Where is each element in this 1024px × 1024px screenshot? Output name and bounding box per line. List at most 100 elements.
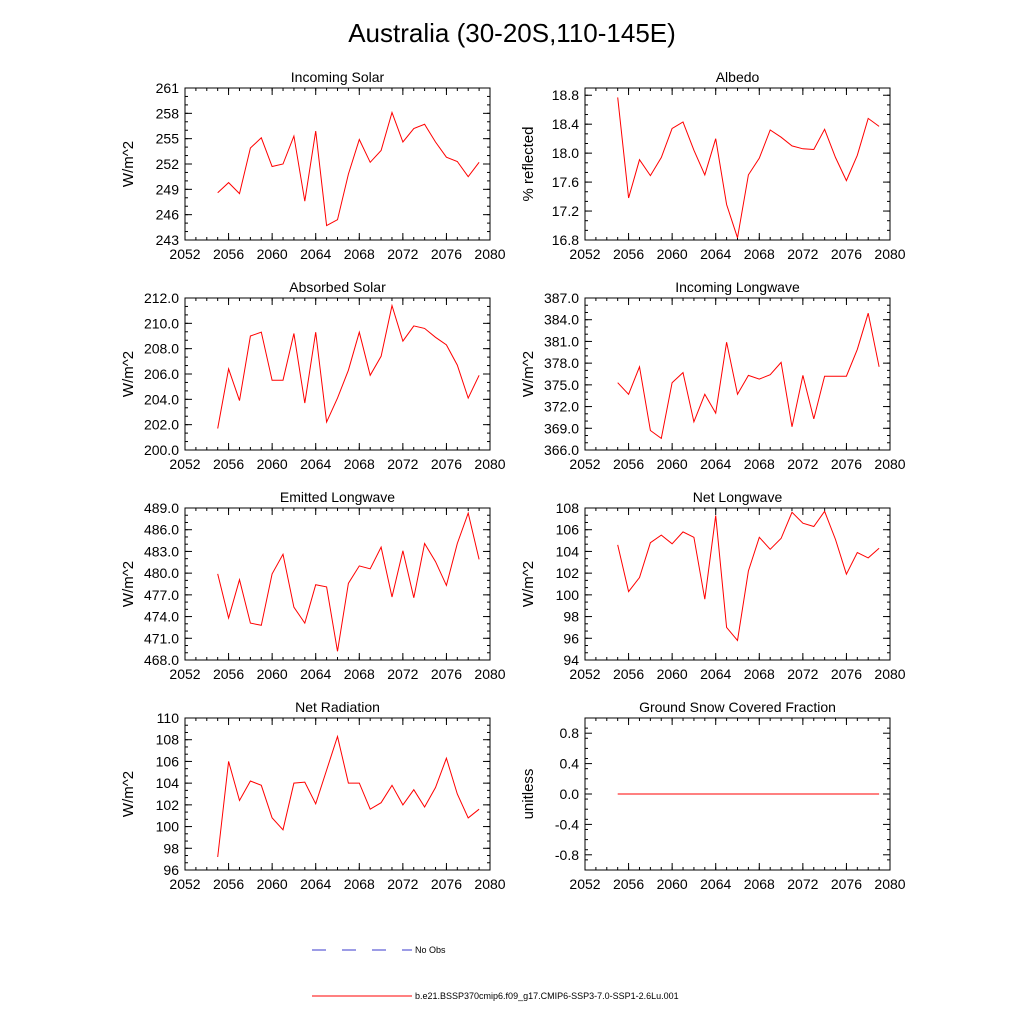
y-tick-label: 249 [156, 181, 180, 197]
y-axis-label: W/m^2 [520, 561, 537, 607]
x-tick-label: 2068 [744, 456, 775, 472]
y-tick-label: 261 [156, 80, 180, 96]
panel-albedo: 2052 2056 2060 2064 2068 2072 2076 2080 16.8 17.2… [520, 69, 906, 262]
x-tick-label: 2064 [700, 666, 731, 682]
y-tick-label: 0.4 [560, 756, 580, 772]
y-tick-label: 100 [156, 819, 180, 835]
panel-title: Emitted Longwave [280, 489, 395, 505]
x-tick-label: 2076 [831, 456, 862, 472]
x-tick-label: 2068 [344, 666, 375, 682]
y-tick-label: 102 [156, 797, 180, 813]
x-tick-label: 2076 [831, 246, 862, 262]
x-tick-label: 2068 [344, 456, 375, 472]
x-tick-label: 2052 [169, 666, 200, 682]
y-axis-label: W/m^2 [120, 141, 137, 187]
y-tick-label: 102 [556, 565, 580, 581]
x-tick-label: 2076 [431, 456, 462, 472]
x-tick-label: 2056 [613, 876, 644, 892]
x-tick-label: 2080 [474, 456, 505, 472]
y-tick-label: 252 [156, 156, 180, 172]
y-tick-label: 258 [156, 105, 180, 121]
x-tick-label: 2060 [257, 456, 288, 472]
panel-emitted-longwave: 2052 2056 2060 2064 2068 2072 2076 2080 468.0 471… [120, 489, 506, 682]
x-tick-label: 2060 [257, 876, 288, 892]
y-axis-label: unitless [520, 769, 537, 820]
y-axis-label: % reflected [520, 126, 537, 201]
y-tick-label: 477.0 [144, 587, 179, 603]
y-tick-label: 204.0 [144, 391, 179, 407]
x-tick-label: 2052 [569, 666, 600, 682]
x-tick-label: 2056 [613, 666, 644, 682]
x-tick-label: 2056 [213, 876, 244, 892]
legend: No Obs b.e21.BSSP370cmip6.f09_g17.CMIP6-… [312, 945, 679, 1001]
panel-net-radiation: 2052 2056 2060 2064 2068 2072 2076 2080 96 98 100 1… [120, 699, 506, 892]
y-axis-label: W/m^2 [120, 561, 137, 607]
x-tick-label: 2080 [874, 876, 905, 892]
x-tick-label: 2076 [831, 666, 862, 682]
y-tick-label: 106 [556, 522, 580, 538]
x-tick-label: 2060 [657, 456, 688, 472]
y-tick-label: 255 [156, 131, 180, 147]
x-tick-label: 2068 [344, 876, 375, 892]
legend-obs-label: No Obs [415, 945, 446, 955]
y-tick-label: 0.0 [560, 786, 580, 802]
panel-title: Ground Snow Covered Fraction [639, 699, 836, 715]
y-tick-label: 202.0 [144, 417, 179, 433]
series-line-albedo [617, 97, 880, 238]
x-tick-label: 2072 [787, 456, 818, 472]
y-tick-label: 483.0 [144, 543, 179, 559]
x-tick-label: 2056 [613, 456, 644, 472]
y-tick-label: 212.0 [144, 290, 179, 306]
panel-grid: 2052 2056 2060 2064 2068 2072 2076 2080 243 246 24… [120, 69, 906, 892]
plot-frame [184, 297, 491, 451]
y-tick-label: 96 [563, 630, 579, 646]
x-tick-label: 2068 [344, 246, 375, 262]
y-tick-label: -0.8 [555, 847, 579, 863]
y-tick-label: 96 [163, 862, 179, 878]
y-tick-label: 108 [556, 500, 580, 516]
y-tick-label: 0.8 [560, 725, 580, 741]
x-tick-label: 2052 [569, 246, 600, 262]
x-tick-label: 2076 [431, 876, 462, 892]
panel-title: Absorbed Solar [289, 279, 386, 295]
panel-absorbed-solar: 2052 2056 2060 2064 2068 2072 2076 2080 200.0 202… [120, 279, 506, 472]
plot-frame [584, 297, 891, 451]
x-tick-label: 2072 [787, 666, 818, 682]
series-line-incoming-solar [217, 110, 480, 227]
x-tick-label: 2052 [569, 456, 600, 472]
y-tick-label: -0.4 [555, 816, 579, 832]
x-tick-label: 2056 [213, 456, 244, 472]
y-tick-label: 200.0 [144, 442, 179, 458]
x-tick-label: 2064 [300, 246, 331, 262]
legend-model-label: b.e21.BSSP370cmip6.f09_g17.CMIP6-SSP3-7.… [415, 991, 679, 1001]
plot-frame [584, 717, 891, 871]
x-tick-label: 2056 [213, 666, 244, 682]
panel-incoming-solar: 2052 2056 2060 2064 2068 2072 2076 2080 243 246 24… [120, 69, 506, 262]
x-tick-label: 2052 [169, 876, 200, 892]
y-tick-label: 106 [156, 753, 180, 769]
y-tick-label: 98 [563, 609, 579, 625]
x-tick-label: 2076 [431, 246, 462, 262]
x-tick-label: 2060 [657, 246, 688, 262]
series-line-net-radiation [217, 734, 480, 858]
y-tick-label: 210.0 [144, 315, 179, 331]
y-tick-label: 489.0 [144, 500, 179, 516]
y-tick-label: 375.0 [544, 377, 579, 393]
y-tick-label: 104 [556, 543, 580, 559]
y-tick-label: 480.0 [144, 565, 179, 581]
plot-frame [584, 507, 891, 661]
x-tick-label: 2060 [257, 666, 288, 682]
plot-frame [584, 87, 891, 241]
y-tick-label: 474.0 [144, 609, 179, 625]
y-tick-label: 208.0 [144, 341, 179, 357]
x-tick-label: 2080 [874, 666, 905, 682]
y-tick-label: 206.0 [144, 366, 179, 382]
y-tick-label: 100 [556, 587, 580, 603]
panel-title: Net Radiation [295, 699, 380, 715]
x-tick-label: 2068 [744, 666, 775, 682]
x-tick-label: 2072 [387, 666, 418, 682]
y-axis-label: W/m^2 [120, 771, 137, 817]
plot-frame [184, 87, 491, 241]
panel-title: Incoming Solar [291, 69, 385, 85]
x-tick-label: 2064 [700, 876, 731, 892]
